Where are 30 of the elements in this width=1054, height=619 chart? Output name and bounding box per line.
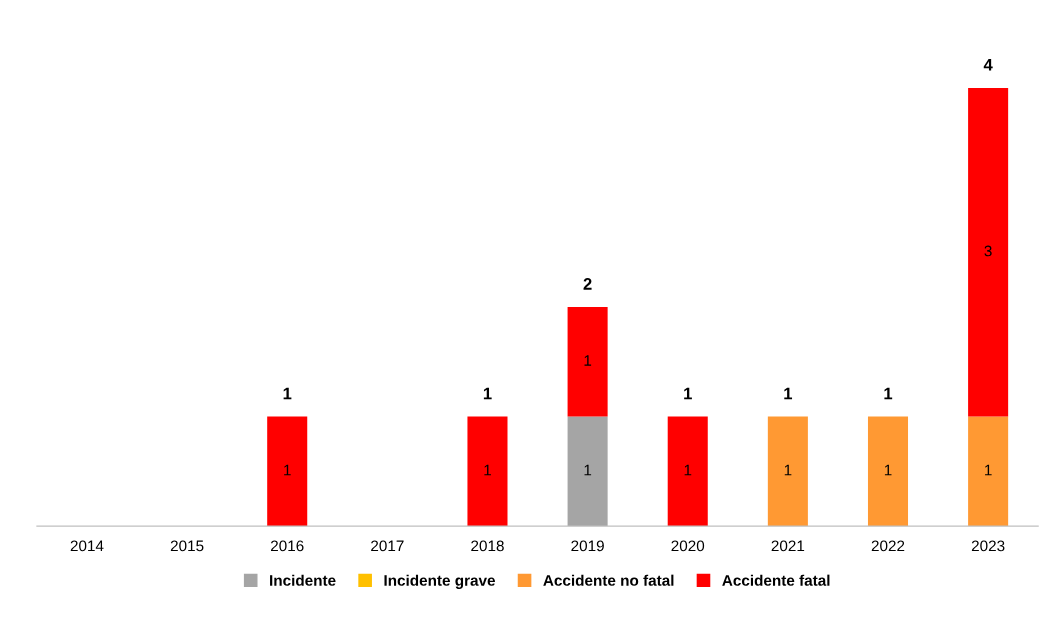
total-label: 1 <box>483 387 492 400</box>
data-label: 1 <box>584 464 592 476</box>
data-label: 1 <box>684 464 692 476</box>
x-tick-label: 2017 <box>371 540 404 552</box>
data-label: 1 <box>484 464 491 476</box>
x-tick-label: 2023 <box>971 540 1005 552</box>
total-label: 1 <box>684 387 692 400</box>
x-tick-label: 2018 <box>471 540 504 552</box>
x-tick-label: 2019 <box>571 540 604 552</box>
legend-label: Incidente grave <box>384 574 496 589</box>
data-label: 1 <box>284 464 291 476</box>
data-label: 3 <box>984 245 992 257</box>
total-label: 1 <box>283 387 292 400</box>
x-tick-label: 2020 <box>671 540 705 552</box>
legend-label: Accidente fatal <box>722 574 830 586</box>
legend-label: Accidente no fatal <box>543 574 674 586</box>
total-label: 1 <box>884 387 893 400</box>
total-label: 2 <box>583 278 592 290</box>
x-tick-label: 2014 <box>70 540 104 552</box>
total-label: 1 <box>784 387 793 400</box>
x-tick-label: 2015 <box>170 540 204 552</box>
x-tick-label: 2016 <box>270 540 304 552</box>
data-label: 1 <box>884 464 892 476</box>
x-tick-label: 2021 <box>771 540 805 552</box>
total-label: 4 <box>983 59 993 71</box>
data-label: 1 <box>784 464 792 476</box>
data-label: 1 <box>584 355 592 366</box>
legend-label: Incidente <box>270 574 336 586</box>
data-label: 1 <box>985 464 992 476</box>
x-tick-label: 2022 <box>871 540 905 552</box>
